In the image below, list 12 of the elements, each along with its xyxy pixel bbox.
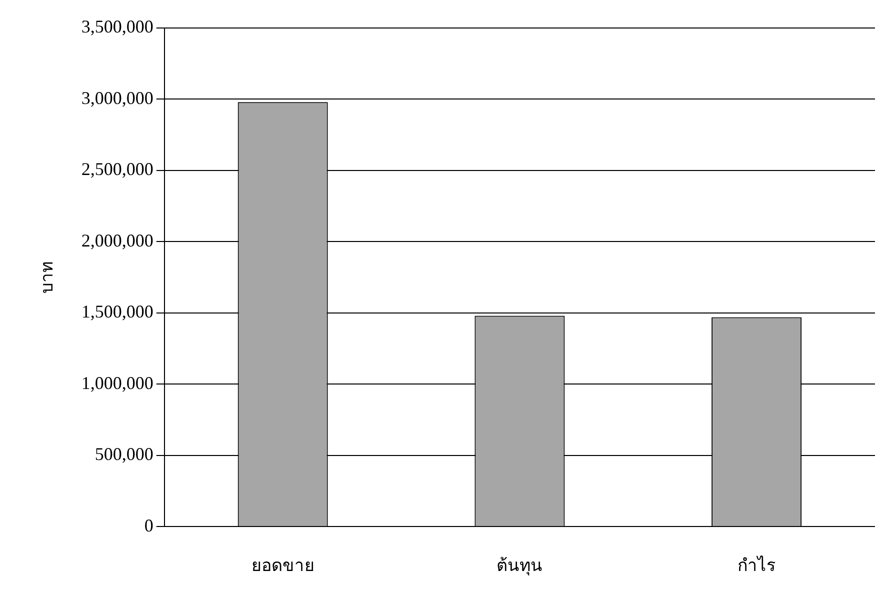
y-tick-label: 3,000,000 xyxy=(81,88,154,108)
x-tick-label: ยอดขาย xyxy=(251,556,314,576)
y-tick-label: 2,500,000 xyxy=(81,159,154,180)
y-tick-label: 1,500,000 xyxy=(81,302,154,322)
x-tick-label: ต้นทุน xyxy=(496,556,543,576)
y-tick-label: 3,500,000 xyxy=(81,16,154,37)
y-axis-title: บาท xyxy=(38,261,58,294)
y-tick-label: 1,000,000 xyxy=(81,372,154,393)
y-tick-label: 500,000 xyxy=(94,444,154,464)
y-tick-label: 0 xyxy=(144,515,154,536)
x-tick-label: กำไร xyxy=(738,555,776,576)
y-tick-label: 2,000,000 xyxy=(81,230,154,250)
